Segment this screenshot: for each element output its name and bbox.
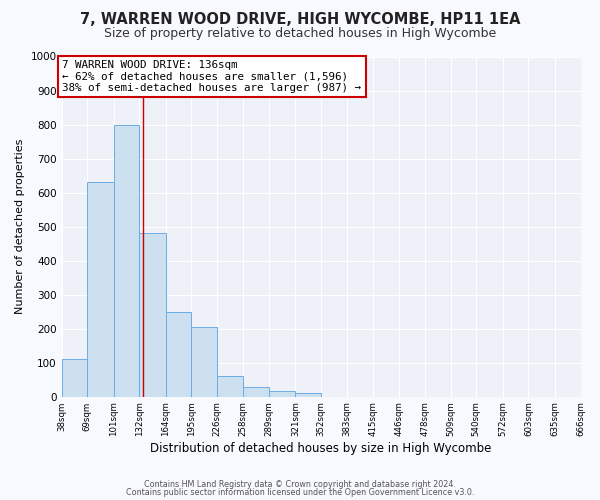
- Bar: [295, 394, 321, 396]
- Bar: [139, 234, 166, 396]
- Bar: [166, 312, 191, 396]
- Bar: [113, 124, 139, 396]
- Bar: [62, 360, 87, 397]
- Text: Contains HM Land Registry data © Crown copyright and database right 2024.: Contains HM Land Registry data © Crown c…: [144, 480, 456, 489]
- Text: Contains public sector information licensed under the Open Government Licence v3: Contains public sector information licen…: [126, 488, 474, 497]
- Bar: [269, 390, 295, 396]
- Bar: [191, 327, 217, 396]
- Bar: [87, 182, 113, 396]
- Bar: [217, 376, 244, 396]
- Text: Size of property relative to detached houses in High Wycombe: Size of property relative to detached ho…: [104, 28, 496, 40]
- Y-axis label: Number of detached properties: Number of detached properties: [15, 139, 25, 314]
- X-axis label: Distribution of detached houses by size in High Wycombe: Distribution of detached houses by size …: [151, 442, 492, 455]
- Text: 7, WARREN WOOD DRIVE, HIGH WYCOMBE, HP11 1EA: 7, WARREN WOOD DRIVE, HIGH WYCOMBE, HP11…: [80, 12, 520, 28]
- Bar: [244, 387, 269, 396]
- Text: 7 WARREN WOOD DRIVE: 136sqm
← 62% of detached houses are smaller (1,596)
38% of : 7 WARREN WOOD DRIVE: 136sqm ← 62% of det…: [62, 60, 361, 93]
